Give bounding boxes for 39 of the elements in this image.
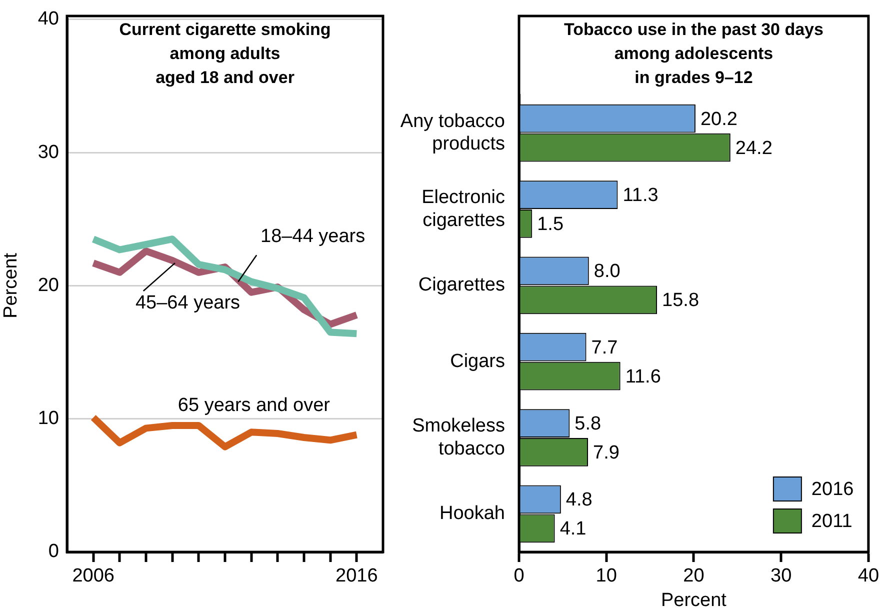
y-tick-label: Cigarettes	[418, 274, 505, 296]
x-tick-label: 40	[858, 566, 880, 587]
y-tick-label: 30	[38, 142, 59, 163]
data-label: 8.0	[594, 261, 620, 282]
y-tick-label: Hookah	[440, 503, 505, 524]
y-tick-label: Electronic cigarettes	[422, 187, 505, 231]
x-tick-label: 30	[770, 566, 792, 587]
data-label: 4.1	[560, 518, 586, 540]
data-label: 4.8	[566, 490, 592, 511]
y-axis-title: Percent	[0, 252, 22, 318]
x-tick-label: 0	[514, 566, 524, 587]
series-label: 65 years and over	[178, 394, 331, 416]
x-tick-label: 2006	[72, 566, 114, 587]
data-label: 1.5	[537, 214, 564, 235]
y-tick-label: Smokeless tobacco	[412, 416, 505, 460]
series-label: 45–64 years	[135, 292, 240, 314]
data-label: 5.8	[574, 414, 602, 435]
y-tick-label: 40	[38, 8, 59, 30]
data-label: 15.8	[662, 290, 700, 312]
x-tick-label: 2016	[336, 566, 378, 587]
x-axis-title: Percent	[660, 590, 728, 611]
y-tick-label: 0	[48, 541, 59, 562]
y-tick-label: 10	[38, 408, 59, 430]
series-label: 18–44 years	[260, 226, 366, 247]
x-tick-label: 20	[683, 566, 704, 587]
y-tick-label: Cigars	[450, 350, 505, 372]
chart-title: Tobacco use in the past 30 days among adolescents in grades 9–12	[564, 20, 824, 88]
data-label: 11.3	[622, 185, 658, 206]
x-tick-label: 10	[596, 566, 617, 587]
data-label: 24.2	[735, 138, 772, 159]
data-label: 7.9	[593, 442, 620, 464]
text: Current cigarette smoking among adults aged 18 and over	[119, 20, 331, 88]
legend-label: 2011	[811, 511, 852, 532]
y-tick-label: 20	[38, 274, 59, 296]
legend-label: 2016	[811, 479, 854, 500]
data-label: 7.7	[591, 337, 618, 358]
data-label: 20.2	[700, 108, 738, 130]
y-tick-label: Any tobacco products	[400, 110, 505, 155]
data-label: 11.6	[625, 366, 661, 388]
